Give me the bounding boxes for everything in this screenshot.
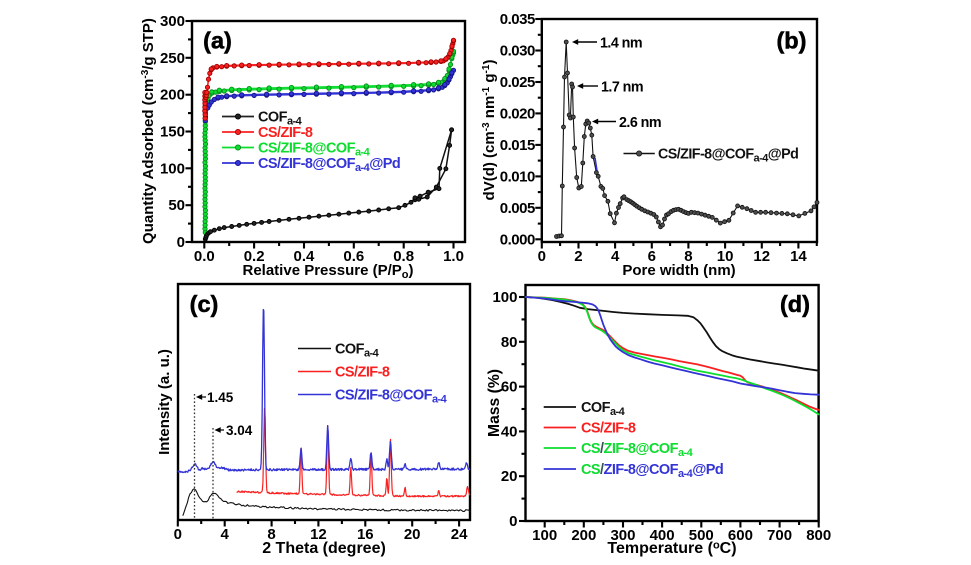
svg-text:2 Theta (degree): 2 Theta (degree)	[262, 540, 386, 557]
svg-text:0.000: 0.000	[500, 231, 535, 248]
svg-text:1.0: 1.0	[443, 248, 464, 265]
svg-text:16: 16	[357, 526, 374, 543]
svg-text:0: 0	[538, 248, 546, 265]
svg-text:0: 0	[177, 234, 185, 251]
svg-text:20: 20	[501, 468, 518, 485]
svg-text:500: 500	[689, 527, 714, 544]
svg-text:0.035: 0.035	[500, 11, 535, 28]
svg-text:Quantity Adsorbed (cm-3/g STP): Quantity Adsorbed (cm-3/g STP)	[140, 18, 157, 244]
svg-text:100: 100	[492, 289, 517, 306]
svg-text:300: 300	[610, 527, 635, 544]
svg-text:Relative Pressure (P/Po): Relative Pressure (P/Po)	[243, 262, 414, 281]
svg-text:(d): (d)	[780, 291, 810, 317]
svg-text:0.015: 0.015	[500, 137, 535, 154]
svg-text:Temperature (oC): Temperature (oC)	[607, 540, 736, 558]
svg-text:0: 0	[174, 526, 182, 543]
svg-text:0.2: 0.2	[244, 248, 265, 265]
svg-text:0.0: 0.0	[194, 248, 215, 265]
svg-text:(b): (b)	[776, 28, 806, 54]
svg-text:0.025: 0.025	[500, 74, 535, 91]
svg-text:10: 10	[717, 248, 734, 265]
svg-text:800: 800	[806, 527, 831, 544]
svg-text:200: 200	[160, 87, 185, 104]
svg-text:8: 8	[684, 248, 692, 265]
svg-text:50: 50	[168, 197, 185, 214]
svg-text:CS/ZIF-8@COFa-4@Pd: CS/ZIF-8@COFa-4@Pd	[581, 462, 723, 480]
svg-text:Mass (%): Mass (%)	[486, 369, 503, 437]
svg-text:24: 24	[451, 526, 468, 543]
svg-text:CS/ZIF-8@COFa-4@Pd: CS/ZIF-8@COFa-4@Pd	[658, 147, 798, 165]
svg-text:100: 100	[532, 527, 557, 544]
svg-text:0.030: 0.030	[500, 43, 535, 60]
svg-text:1.4 nm: 1.4 nm	[600, 36, 642, 52]
svg-text:200: 200	[571, 527, 596, 544]
svg-text:12: 12	[310, 526, 327, 543]
svg-text:2: 2	[574, 248, 582, 265]
svg-text:1.7 nm: 1.7 nm	[601, 80, 643, 96]
svg-text:4: 4	[221, 526, 230, 543]
svg-text:CS/ZIF-8@COFa-4: CS/ZIF-8@COFa-4	[335, 388, 448, 406]
svg-text:CS/ZIF-8@COFa-4: CS/ZIF-8@COFa-4	[258, 141, 371, 159]
svg-text:12: 12	[753, 248, 770, 265]
svg-text:400: 400	[650, 527, 675, 544]
svg-text:0.010: 0.010	[500, 168, 535, 185]
svg-text:1.45: 1.45	[207, 390, 234, 405]
svg-text:600: 600	[728, 527, 753, 544]
svg-text:(a): (a)	[203, 28, 232, 54]
svg-text:CS/ZIF-8@COFa-4: CS/ZIF-8@COFa-4	[581, 441, 694, 459]
svg-text:(c): (c)	[190, 291, 219, 317]
svg-text:0.6: 0.6	[343, 248, 364, 265]
svg-text:CS/ZIF-8@COFa-4@Pd: CS/ZIF-8@COFa-4@Pd	[258, 156, 400, 174]
svg-text:3.04: 3.04	[226, 423, 253, 438]
svg-text:CS/ZIF-8: CS/ZIF-8	[258, 125, 313, 141]
svg-text:Pore width (nm): Pore width (nm)	[622, 262, 735, 279]
svg-text:100: 100	[160, 160, 185, 177]
svg-text:60: 60	[501, 379, 518, 396]
svg-text:2.6 nm: 2.6 nm	[619, 115, 661, 131]
svg-text:Intensity (a. u.): Intensity (a. u.)	[156, 349, 173, 455]
svg-text:4: 4	[611, 248, 620, 265]
svg-text:CS/ZIF-8: CS/ZIF-8	[581, 421, 636, 437]
svg-text:0.005: 0.005	[500, 200, 535, 217]
svg-text:0.8: 0.8	[393, 248, 414, 265]
svg-text:150: 150	[160, 124, 185, 141]
svg-text:CS/ZIF-8: CS/ZIF-8	[335, 365, 390, 381]
svg-text:20: 20	[404, 526, 421, 543]
svg-text:14: 14	[790, 248, 807, 265]
svg-text:250: 250	[160, 50, 185, 67]
svg-text:700: 700	[767, 527, 792, 544]
svg-text:80: 80	[501, 334, 518, 351]
svg-text:0.020: 0.020	[500, 105, 535, 122]
svg-text:6: 6	[648, 248, 656, 265]
svg-text:0: 0	[509, 513, 517, 530]
svg-text:300: 300	[160, 13, 185, 30]
svg-text:8: 8	[267, 526, 275, 543]
svg-text:0.4: 0.4	[294, 248, 316, 265]
svg-text:40: 40	[501, 423, 518, 440]
